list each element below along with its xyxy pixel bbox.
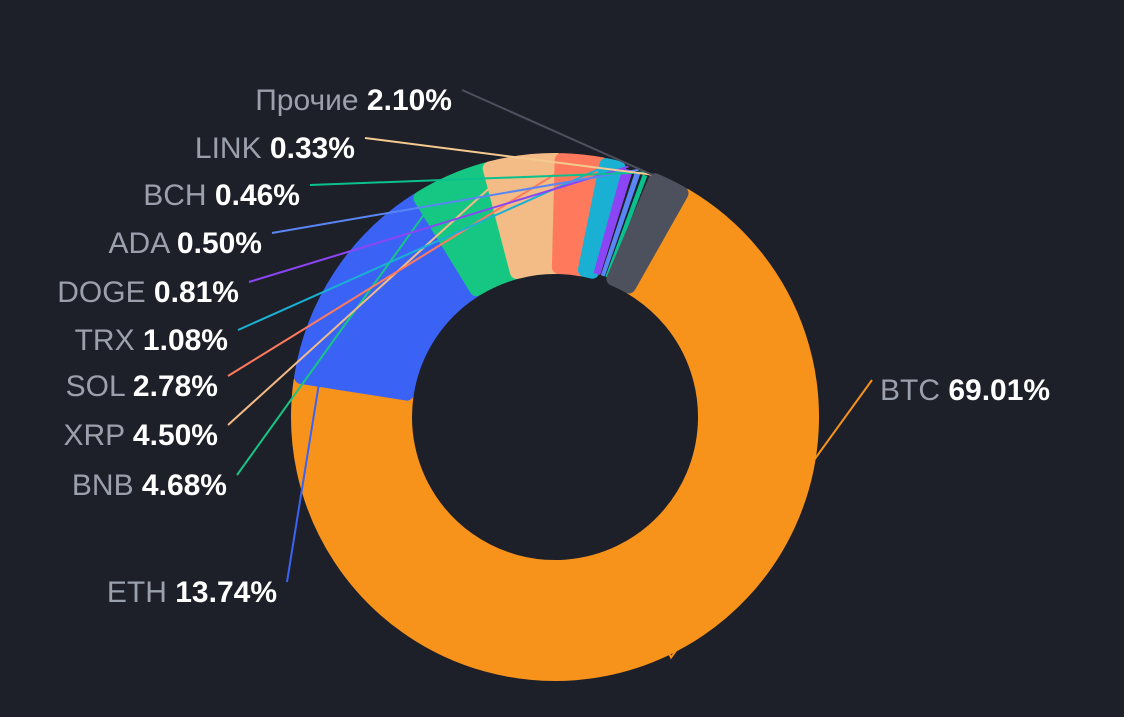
slice-value-ada: 0.50% <box>177 227 262 260</box>
leader-line-xrp <box>227 157 524 426</box>
slice-name-xrp: XRP <box>63 419 132 452</box>
slice-name-link: LINK <box>195 132 270 165</box>
slice-name-bch: BCH <box>143 179 215 212</box>
slice-label-btc: BTC 69.01% <box>880 374 1050 407</box>
slice-value-sol: 2.78% <box>133 370 218 403</box>
slice-value-bch: 0.46% <box>215 179 300 212</box>
slice-name-bnb: BNB <box>72 469 142 502</box>
slice-value-bnb: 4.68% <box>142 469 227 502</box>
slice-group <box>291 153 819 681</box>
leader-line-bch <box>309 171 647 186</box>
slice-value--: 2.10% <box>367 84 452 117</box>
slice-label--: Прочие 2.10% <box>255 84 452 117</box>
slice-name-eth: ETH <box>107 576 175 609</box>
slice-label-sol: SOL 2.78% <box>66 370 218 403</box>
leader-line-bnb <box>236 177 452 476</box>
slice-label-doge: DOGE 0.81% <box>57 276 239 309</box>
leader-line-ada <box>271 168 639 234</box>
slice-label-bch: BCH 0.46% <box>143 179 300 212</box>
leader-line-- <box>461 89 671 184</box>
slice-value-eth: 13.74% <box>175 576 277 609</box>
slice-name-trx: TRX <box>75 324 143 357</box>
slice-btc[interactable] <box>291 188 819 681</box>
slice-label-eth: ETH 13.74% <box>107 576 277 609</box>
leader-line-doge <box>248 165 629 283</box>
slice-value-link: 0.33% <box>270 132 355 165</box>
slice-label-trx: TRX 1.08% <box>75 324 228 357</box>
slice-label-xrp: XRP 4.50% <box>63 419 218 452</box>
slice-name-sol: SOL <box>66 370 133 403</box>
label-group: BTC 69.01%ETH 13.74%BNB 4.68%XRP 4.50%SO… <box>57 84 1050 609</box>
leader-line-eth <box>286 273 338 583</box>
slice-value-btc: 69.01% <box>948 374 1050 407</box>
slice-name-ada: ADA <box>109 227 177 260</box>
slice-value-trx: 1.08% <box>143 324 228 357</box>
slice--[interactable] <box>606 173 689 294</box>
slice-name--: Прочие <box>255 84 367 117</box>
slice-doge[interactable] <box>593 168 633 275</box>
slice-name-btc: BTC <box>880 374 948 407</box>
leader-line-group <box>227 89 873 660</box>
leader-line-link <box>364 137 653 176</box>
leader-line-sol <box>227 156 583 377</box>
slice-value-doge: 0.81% <box>154 276 239 309</box>
slice-trx[interactable] <box>577 158 626 279</box>
slice-label-ada: ADA 0.50% <box>109 227 262 260</box>
slice-value-xrp: 4.50% <box>133 419 218 452</box>
slice-label-bnb: BNB 4.68% <box>72 469 227 502</box>
slice-label-link: LINK 0.33% <box>195 132 355 165</box>
leader-line-btc <box>667 379 873 660</box>
slice-name-doge: DOGE <box>57 276 154 309</box>
